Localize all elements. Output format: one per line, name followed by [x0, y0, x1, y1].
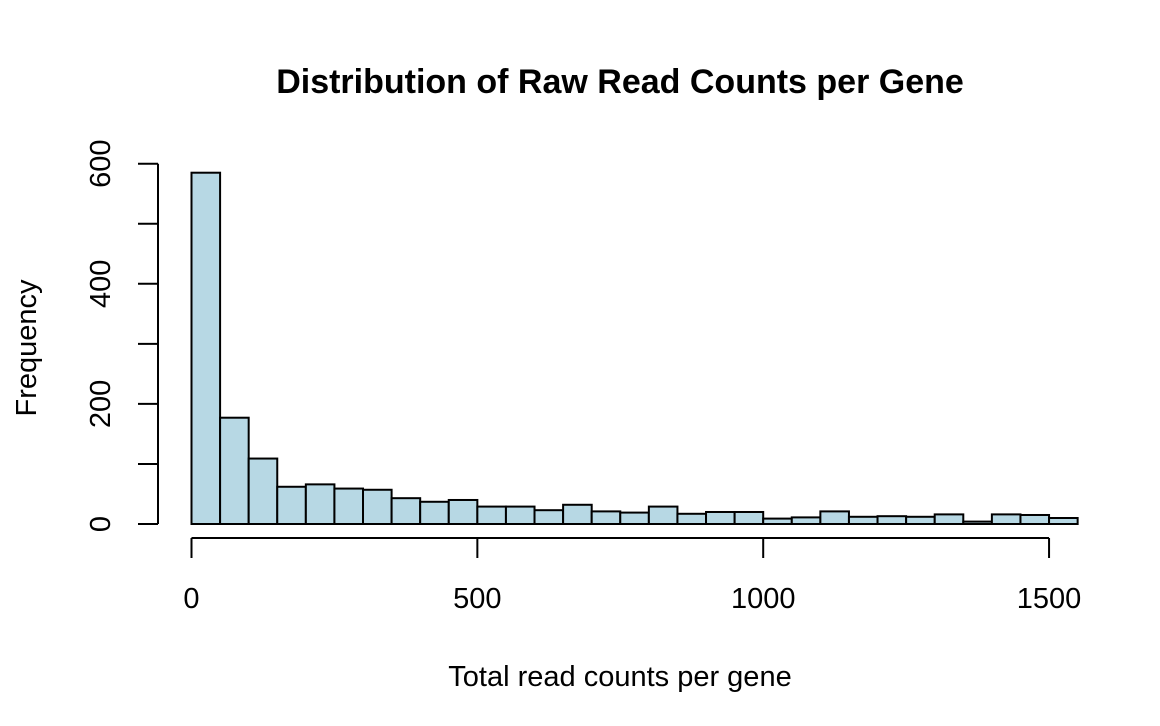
- histogram-bar-25: [905, 515, 936, 525]
- y-axis: 0 200 400 600: [85, 140, 159, 532]
- histogram-bar-3: [276, 485, 307, 525]
- histogram-bar-24: [876, 515, 908, 526]
- histogram-bar-14: [590, 510, 622, 526]
- histogram-bar-20: [762, 517, 793, 525]
- histogram-bar-29: [1019, 513, 1051, 525]
- bars-group: [190, 171, 1079, 526]
- histogram-bar-23: [847, 515, 879, 525]
- x-tick-label-1000: 1000: [731, 583, 796, 615]
- histogram-bar-11: [504, 505, 536, 525]
- histogram-bar-10: [476, 505, 507, 525]
- histogram-bar-2: [247, 457, 279, 525]
- y-tick-label-200: 200: [85, 380, 117, 428]
- histogram-bar-17: [676, 512, 708, 525]
- histogram-bar-9: [447, 498, 479, 526]
- histogram-bar-18: [705, 510, 736, 525]
- histogram-bar-21: [790, 516, 822, 526]
- histogram-bar-6: [362, 488, 393, 525]
- histogram-bar-26: [933, 513, 965, 526]
- y-axis-label: Frequency: [11, 279, 43, 417]
- histogram-bar-28: [990, 513, 1022, 526]
- x-axis-label: Total read counts per gene: [448, 661, 791, 693]
- histogram-bar-8: [419, 500, 450, 525]
- x-axis: 0 500 1000 1500: [183, 537, 1082, 615]
- histogram-bar-30: [1048, 517, 1079, 525]
- histogram-bar-12: [533, 509, 565, 526]
- y-tick-label-600: 600: [85, 140, 117, 188]
- histogram-bar-15: [619, 511, 650, 526]
- histogram-bar-4: [304, 483, 336, 525]
- histogram-bar-0: [190, 171, 222, 526]
- y-tick-label-400: 400: [85, 260, 117, 308]
- histogram-bar-19: [733, 510, 765, 525]
- histogram-bar-5: [333, 487, 365, 526]
- histogram-bar-13: [562, 503, 593, 525]
- histogram-bar-27: [962, 520, 993, 525]
- x-tick-label-1500: 1500: [1017, 583, 1082, 615]
- histogram-bar-16: [647, 505, 679, 525]
- histogram-bar-1: [219, 416, 250, 525]
- histogram-bar-22: [819, 510, 850, 526]
- x-tick-label-500: 500: [453, 583, 501, 615]
- y-tick-label-0: 0: [85, 516, 117, 532]
- histogram-bar-7: [390, 497, 422, 525]
- x-tick-label-0: 0: [183, 583, 199, 615]
- chart-title: Distribution of Raw Read Counts per Gene: [276, 63, 964, 101]
